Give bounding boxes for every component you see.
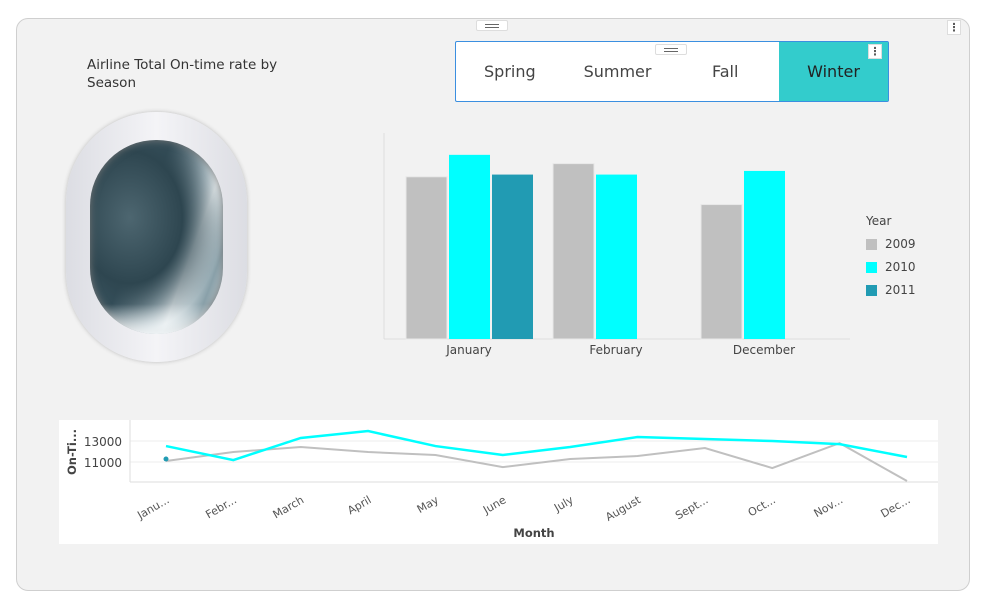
more-options-icon[interactable]: ⋮ [947,20,961,35]
legend-item-2010[interactable]: 2010 [866,260,916,274]
line-series-2010 [165,429,908,462]
line-chart-panel: 11000 13000 Janu... Febr... March April May Jun… [59,420,938,544]
x-axis-title: Month [513,526,554,540]
bar-2009-december [700,204,743,340]
x-tick-label: Janu... [134,493,171,522]
line-series-2009 [165,442,908,482]
x-tick-label: Febr... [203,493,238,521]
airplane-window-image [66,112,247,362]
slicer-option-summer[interactable]: Summer [583,62,652,81]
bar-2009-february [552,163,595,340]
y-tick-label: 11000 [84,456,122,470]
bar-2009-january [405,176,448,340]
x-tick-label: April [345,493,373,517]
x-tick-label: Oct... [746,493,778,519]
bar-legend: Year 2009 2010 2011 [866,214,916,297]
x-tick-label: Sept... [673,493,710,522]
bar-2010-february [596,174,637,339]
x-tick-label: January [445,343,492,357]
snowy-forest-image [90,140,223,334]
bar-2010-january [449,154,490,339]
x-tick-label: August [603,493,643,524]
bar-2010-december [744,170,785,339]
x-tick-label: June [480,493,508,517]
x-tick-label: Nov... [812,493,845,520]
x-tick-label: March [271,493,307,521]
x-tick-label: May [415,493,442,516]
drag-handle-icon[interactable] [476,20,508,31]
y-axis-title: On-Ti... [65,429,79,475]
legend-item-2009[interactable]: 2009 [866,237,916,251]
slicer-drag-handle-icon[interactable] [655,44,687,55]
bar-chart: January February December [383,133,850,357]
x-tick-label: February [589,343,642,357]
slicer-option-fall[interactable]: Fall [711,62,739,81]
x-tick-label: July [551,493,576,515]
legend-item-2011[interactable]: 2011 [866,283,916,297]
legend-swatch [866,261,877,273]
x-tick-label: Dec... [878,493,912,520]
legend-swatch [866,238,877,250]
y-tick-label: 13000 [84,435,122,449]
bar-2011-january [492,174,533,339]
slicer-more-options-icon[interactable]: ⋮ [868,44,882,59]
x-tick-label: December [733,343,795,357]
legend-swatch [866,284,877,296]
slicer-option-spring[interactable]: Spring [484,62,536,81]
point-2011 [163,456,169,462]
page-title: Airline Total On-time rate by Season [87,57,278,91]
legend-title: Year [866,214,892,228]
line-chart: 11000 13000 Janu... Febr... March April May Jun… [65,420,938,540]
